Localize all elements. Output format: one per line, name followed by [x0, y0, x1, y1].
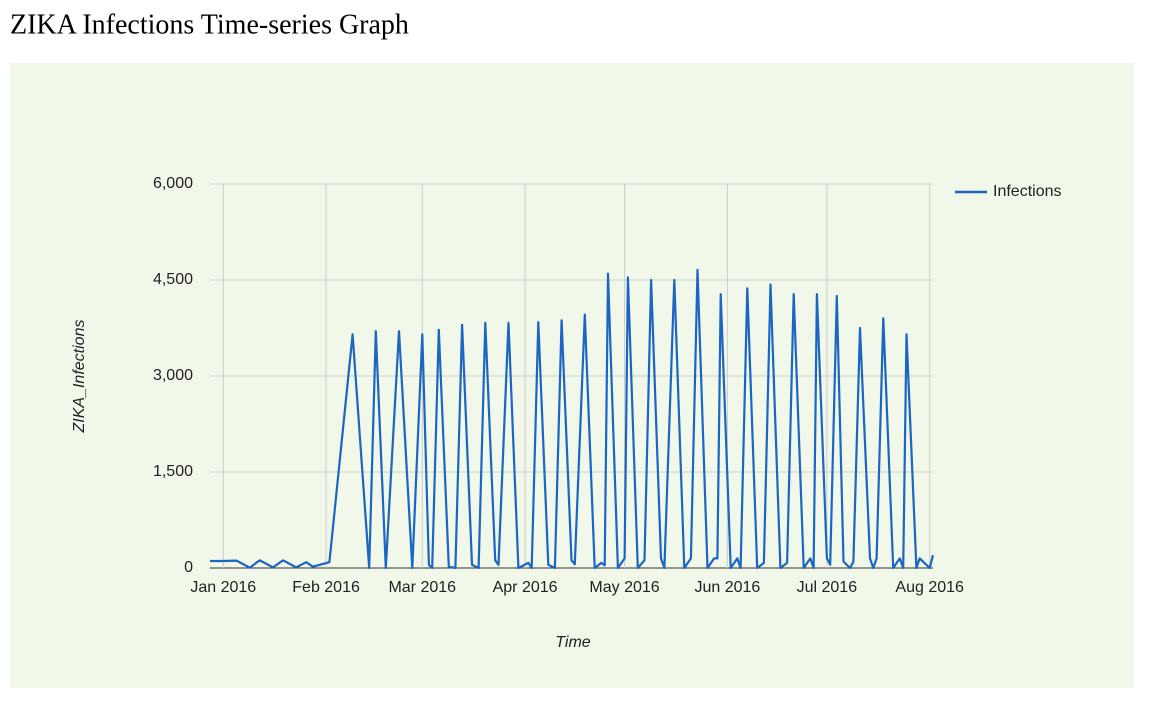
x-tick-label: Jan 2016	[190, 579, 256, 596]
y-axis-title: ZIKA_Infections	[71, 320, 88, 434]
x-axis-title: Time	[555, 634, 591, 651]
legend-label: Infections	[993, 183, 1061, 200]
y-tick-label: 0	[184, 559, 193, 576]
x-tick-label: Feb 2016	[292, 579, 360, 596]
y-tick-label: 6,000	[153, 175, 193, 192]
x-tick-label: Mar 2016	[388, 579, 456, 596]
line-series	[210, 268, 935, 570]
y-tick-label: 1,500	[153, 463, 193, 480]
x-tick-label: Jun 2016	[694, 579, 760, 596]
x-tick-label: May 2016	[589, 579, 659, 596]
x-tick-label: Apr 2016	[493, 579, 558, 596]
chart-title: ZIKA Infections Time-series Graph	[10, 9, 409, 40]
y-tick-label: 3,000	[153, 367, 193, 384]
y-tick-label: 4,500	[153, 271, 193, 288]
x-tick-label: Aug 2016	[895, 579, 964, 596]
x-tick-label: Jul 2016	[797, 579, 858, 596]
